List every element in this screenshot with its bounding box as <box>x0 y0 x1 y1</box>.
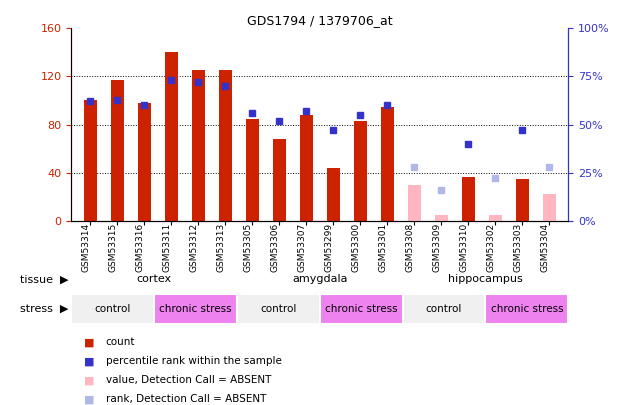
Text: ■: ■ <box>84 356 94 366</box>
Text: GSM53314: GSM53314 <box>81 223 90 272</box>
Bar <box>461 177 475 221</box>
Text: chronic stress: chronic stress <box>325 304 397 314</box>
Text: stress  ▶: stress ▶ <box>20 304 68 314</box>
Bar <box>515 179 529 221</box>
Text: chronic stress: chronic stress <box>160 304 232 314</box>
Text: hippocampus: hippocampus <box>448 275 523 284</box>
Text: cortex: cortex <box>137 275 172 284</box>
Bar <box>111 80 124 221</box>
Text: GSM53300: GSM53300 <box>351 223 360 272</box>
Text: control: control <box>260 304 297 314</box>
Bar <box>486 294 568 324</box>
Text: GSM53308: GSM53308 <box>406 223 414 272</box>
Text: chronic stress: chronic stress <box>491 304 563 314</box>
Bar <box>138 103 151 221</box>
Text: count: count <box>106 337 135 347</box>
Bar <box>299 115 313 221</box>
Text: GSM53316: GSM53316 <box>135 223 144 272</box>
Text: GSM53309: GSM53309 <box>432 223 442 272</box>
Text: GSM53306: GSM53306 <box>270 223 279 272</box>
Text: GSM53315: GSM53315 <box>108 223 117 272</box>
Text: rank, Detection Call = ABSENT: rank, Detection Call = ABSENT <box>106 394 266 404</box>
Bar <box>381 107 394 221</box>
Text: GSM53313: GSM53313 <box>216 223 225 272</box>
Text: ■: ■ <box>84 394 94 404</box>
Text: value, Detection Call = ABSENT: value, Detection Call = ABSENT <box>106 375 271 385</box>
Bar <box>191 70 205 221</box>
Bar <box>71 294 154 324</box>
Text: ■: ■ <box>84 337 94 347</box>
Text: control: control <box>426 304 462 314</box>
Text: GSM53304: GSM53304 <box>540 223 550 272</box>
Bar <box>435 215 448 221</box>
Bar <box>353 121 367 221</box>
Text: control: control <box>94 304 131 314</box>
Text: GSM53311: GSM53311 <box>162 223 171 272</box>
Text: GSM53307: GSM53307 <box>297 223 306 272</box>
Bar <box>237 294 320 324</box>
Bar <box>407 185 421 221</box>
Bar <box>84 100 97 221</box>
Bar <box>165 52 178 221</box>
Bar <box>154 294 237 324</box>
Bar <box>273 139 286 221</box>
Bar <box>489 215 502 221</box>
Bar <box>219 70 232 221</box>
Text: GSM53312: GSM53312 <box>189 223 198 272</box>
Text: GSM53310: GSM53310 <box>460 223 468 272</box>
Text: tissue  ▶: tissue ▶ <box>20 275 68 284</box>
Text: amygdala: amygdala <box>292 275 348 284</box>
Bar <box>402 294 486 324</box>
Text: GDS1794 / 1379706_at: GDS1794 / 1379706_at <box>247 14 392 27</box>
Bar <box>245 119 259 221</box>
Bar <box>327 168 340 221</box>
Text: ■: ■ <box>84 375 94 385</box>
Bar <box>320 294 402 324</box>
Text: GSM53305: GSM53305 <box>243 223 252 272</box>
Text: GSM53303: GSM53303 <box>514 223 522 272</box>
Text: GSM53299: GSM53299 <box>324 223 333 272</box>
Text: percentile rank within the sample: percentile rank within the sample <box>106 356 281 366</box>
Text: GSM53302: GSM53302 <box>486 223 496 272</box>
Bar <box>543 194 556 221</box>
Text: GSM53301: GSM53301 <box>378 223 388 272</box>
